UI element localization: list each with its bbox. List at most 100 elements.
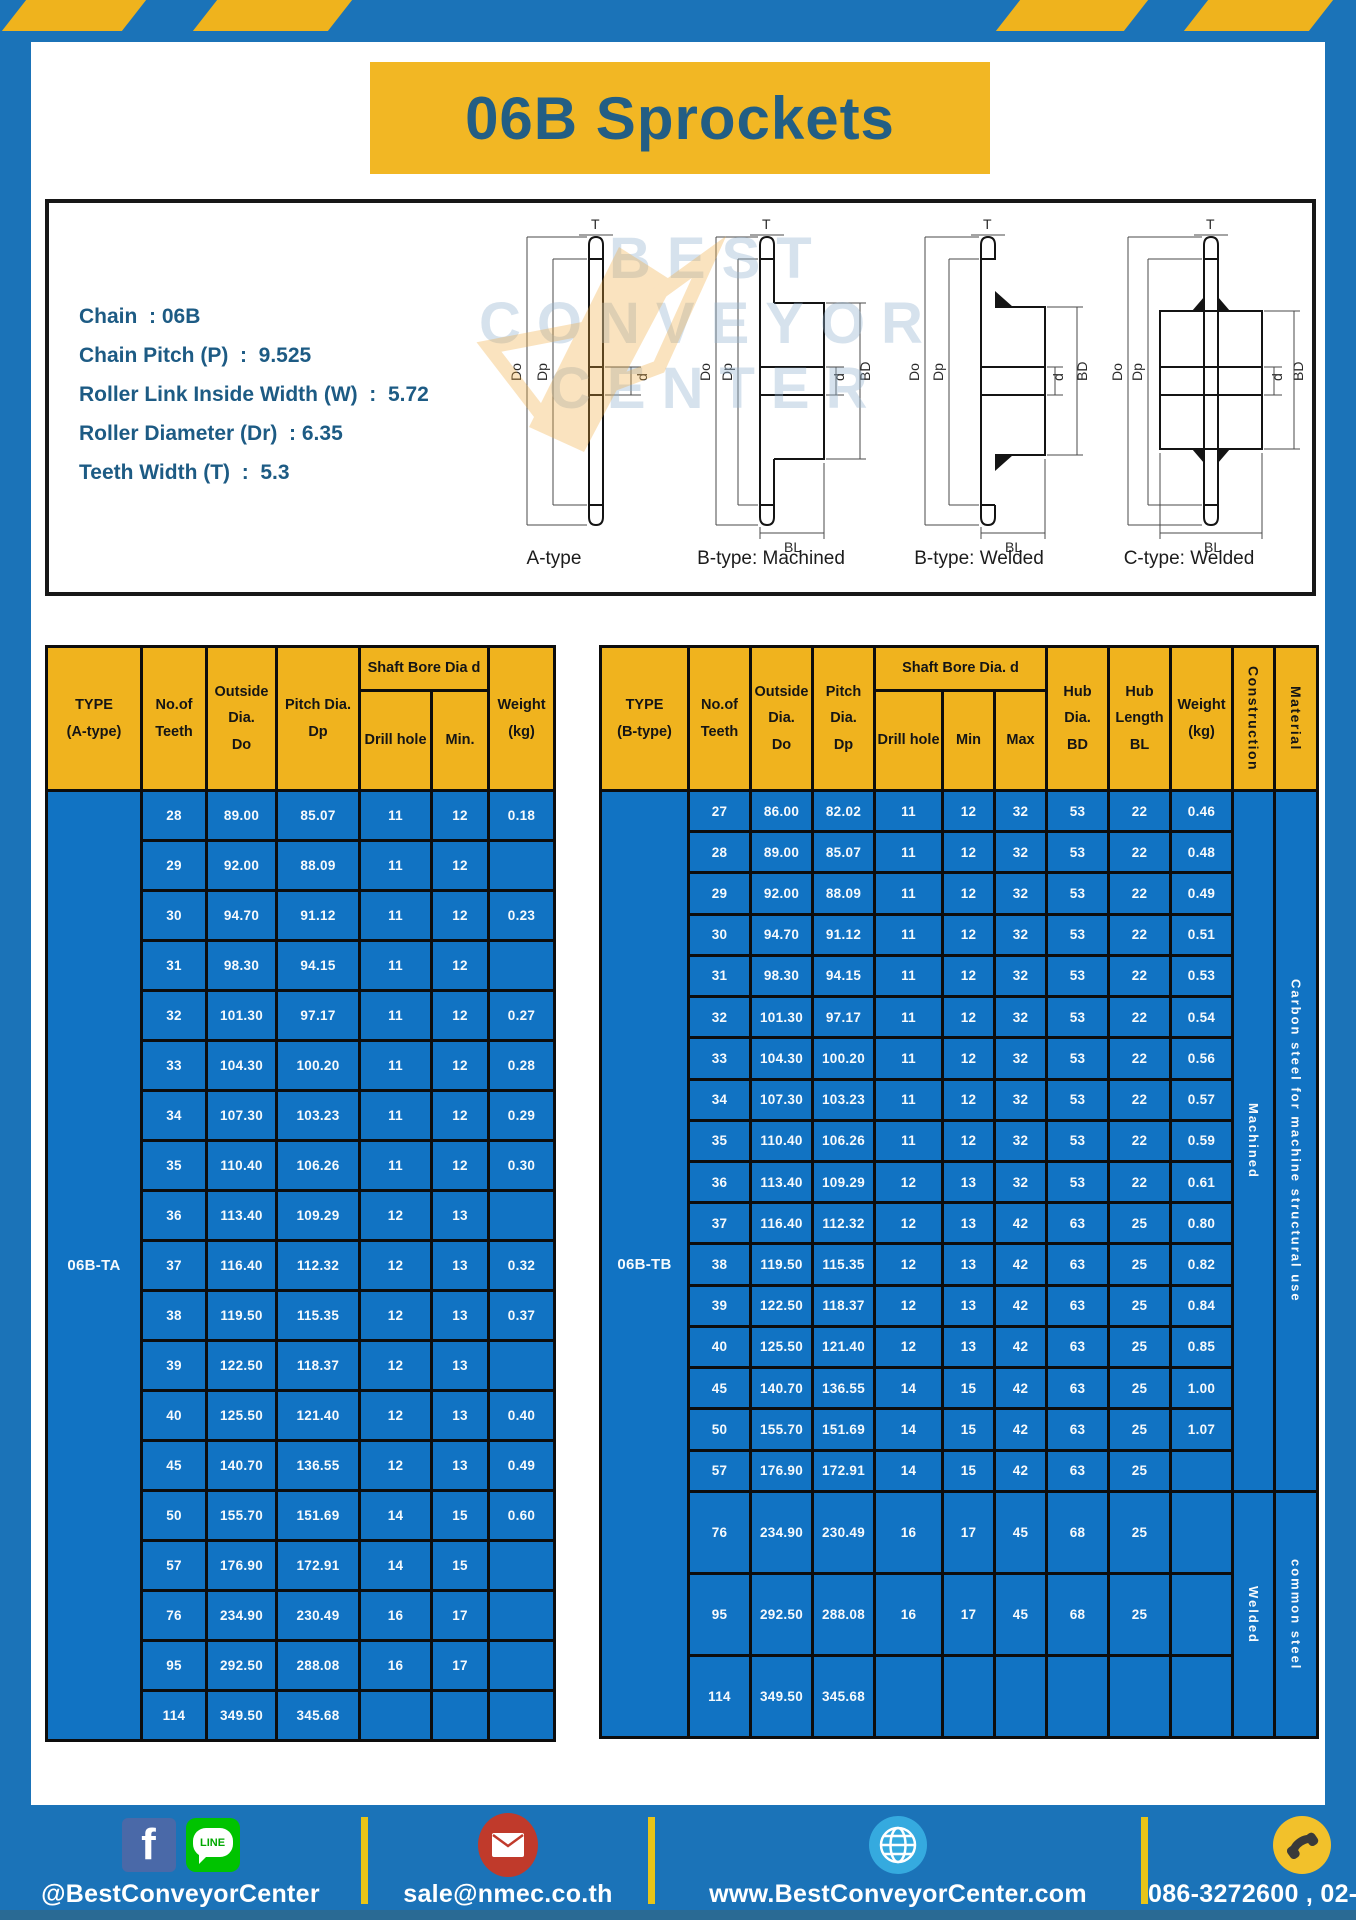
data-cell: 12 — [429, 939, 491, 992]
data-cell: 33 — [687, 1036, 752, 1081]
data-cell: 0.57 — [1169, 1077, 1235, 1122]
data-cell: 116.40 — [749, 1201, 814, 1246]
data-cell: 63 — [1045, 1324, 1111, 1370]
data-cell: 33 — [140, 1039, 208, 1092]
data-cell — [487, 839, 557, 892]
data-cell: 82.02 — [811, 788, 876, 834]
data-cell: 11 — [873, 995, 944, 1040]
bottom-edge-strip — [0, 1910, 1356, 1920]
facebook-icon[interactable]: f — [121, 1818, 176, 1872]
spec-line: Teeth Width (T) : 5.3 — [79, 461, 290, 484]
data-cell — [1169, 1490, 1235, 1575]
footer-social-section: f LINE @BestConveyorCenter — [0, 1805, 361, 1920]
data-cell: 36 — [687, 1159, 752, 1205]
data-cell: 125.50 — [205, 1389, 278, 1442]
data-cell: 12 — [941, 788, 996, 834]
data-cell: 14 — [873, 1407, 944, 1452]
website-url[interactable]: www.BestConveyorCenter.com — [709, 1880, 1087, 1908]
data-cell: 0.51 — [1169, 912, 1235, 957]
data-cell: 63 — [1045, 1448, 1111, 1494]
data-cell: 50 — [687, 1407, 752, 1452]
type-cell: 06B-TA — [45, 789, 143, 1742]
data-cell: 42 — [992, 1448, 1049, 1494]
data-cell: 0.30 — [487, 1139, 557, 1192]
data-cell: 118.37 — [275, 1339, 361, 1392]
footer-email-section: sale@nmec.co.th — [368, 1805, 648, 1920]
data-cell: 42 — [992, 1407, 1049, 1452]
data-cell: 0.27 — [487, 989, 557, 1042]
data-cell: 345.68 — [811, 1653, 876, 1740]
data-cell: 12 — [358, 1439, 433, 1492]
data-cell: 114 — [687, 1653, 752, 1740]
data-cell — [487, 1189, 557, 1242]
data-cell: 151.69 — [275, 1489, 361, 1542]
table-row: 50 155.70 151.69 14 15 42 63 25 1.07 — [601, 1407, 1318, 1452]
data-cell: 35 — [140, 1139, 208, 1192]
data-cell: 53 — [1045, 1077, 1111, 1122]
data-cell: 11 — [873, 788, 944, 834]
data-cell: 14 — [358, 1539, 433, 1592]
data-cell: 98.30 — [749, 953, 814, 999]
email-address[interactable]: sale@nmec.co.th — [403, 1880, 613, 1908]
data-cell: 31 — [687, 953, 752, 999]
data-cell: 25 — [1107, 1490, 1173, 1575]
data-cell: 12 — [941, 871, 996, 916]
data-cell: 12 — [358, 1189, 433, 1242]
table-row: 31 98.30 94.15 11 12 32 53 22 0.53 — [601, 953, 1318, 999]
data-cell: 17 — [429, 1589, 491, 1642]
data-cell: 176.90 — [749, 1448, 814, 1494]
data-cell: 11 — [873, 830, 944, 875]
data-cell: 32 — [992, 953, 1049, 999]
data-cell: 12 — [429, 1089, 491, 1142]
chain-specs: Chain : 06B Chain Pitch (P) : 9.525 Roll… — [79, 305, 429, 500]
data-cell: 11 — [873, 871, 944, 916]
data-cell: 91.12 — [811, 912, 876, 957]
data-cell: 15 — [429, 1489, 491, 1542]
data-cell: 32 — [992, 830, 1049, 875]
header-shaft-bore-group: Shaft Bore Dia d — [357, 645, 491, 692]
span-cell: Carbon steel for machine structural use — [1273, 788, 1320, 1494]
data-cell: 98.30 — [205, 939, 278, 992]
table-row: 76 234.90 230.49 16 17 — [47, 1589, 557, 1642]
data-cell: 53 — [1045, 871, 1111, 916]
data-cell: 63 — [1045, 1366, 1111, 1411]
data-cell: 22 — [1107, 788, 1173, 834]
phone-numbers[interactable]: 086-3272600 , 02-0017766 — [1148, 1880, 1356, 1908]
data-cell: 95 — [687, 1571, 752, 1657]
data-cell: 37 — [687, 1201, 752, 1246]
line-icon[interactable]: LINE — [185, 1818, 240, 1872]
header-teeth: No.of Teeth — [687, 645, 752, 792]
data-cell: 110.40 — [749, 1118, 814, 1163]
data-cell: 103.23 — [275, 1089, 361, 1142]
globe-icon[interactable] — [869, 1816, 927, 1874]
header-min: Min — [941, 689, 996, 792]
data-cell: 45 — [992, 1571, 1049, 1657]
data-cell — [941, 1653, 996, 1740]
header-hub-length: Hub Length BL — [1107, 645, 1173, 792]
table-row: 35 110.40 106.26 11 12 32 53 22 0.59 — [601, 1118, 1318, 1163]
data-cell: 22 — [1107, 1118, 1173, 1163]
data-cell: 234.90 — [749, 1490, 814, 1575]
data-cell: 14 — [358, 1489, 433, 1542]
data-cell: 118.37 — [811, 1283, 876, 1328]
phone-icon[interactable] — [1273, 1816, 1332, 1874]
data-cell: 122.50 — [749, 1283, 814, 1328]
data-cell — [487, 1639, 557, 1692]
data-cell: 53 — [1045, 788, 1111, 834]
data-cell: 15 — [941, 1366, 996, 1411]
data-cell: 34 — [140, 1089, 208, 1142]
data-cell: 136.55 — [811, 1366, 876, 1411]
data-cell: 92.00 — [205, 839, 278, 892]
social-handle[interactable]: @BestConveyorCenter — [41, 1880, 320, 1908]
svg-text:T: T — [762, 216, 771, 232]
data-cell: 112.32 — [275, 1239, 361, 1292]
data-cell: 31 — [140, 939, 208, 992]
data-cell: 27 — [687, 788, 752, 834]
svg-text:BL: BL — [784, 539, 801, 555]
c-type-welded-diagram: T Do Dp d BD BL — [1109, 216, 1304, 555]
mail-icon[interactable] — [478, 1813, 538, 1877]
data-cell: 12 — [941, 1077, 996, 1122]
table-row: 30 94.70 91.12 11 12 0.23 — [47, 889, 557, 942]
svg-text:d: d — [634, 373, 650, 381]
spec-line: Roller Link Inside Width (W) : 5.72 — [79, 383, 429, 406]
